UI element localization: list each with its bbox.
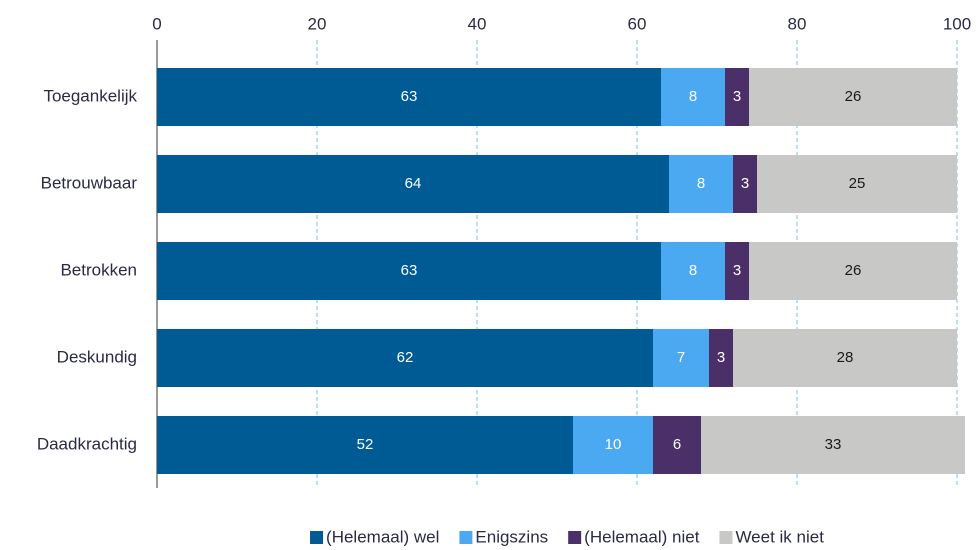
data-label: 8 [697, 175, 705, 192]
bar-segment [661, 68, 725, 126]
y-tick-label: Deskundig [57, 347, 137, 366]
data-label: 8 [689, 262, 697, 279]
bar-segment [725, 242, 749, 300]
data-label: 28 [837, 349, 854, 366]
y-tick-label: Betrouwbaar [41, 173, 138, 192]
bar-segment [733, 329, 957, 387]
data-label: 3 [733, 262, 741, 279]
data-label: 3 [717, 349, 725, 366]
legend-swatch [719, 531, 733, 544]
bar-segment [157, 329, 653, 387]
x-tick-label: 80 [788, 14, 807, 33]
bar-segment [749, 242, 957, 300]
legend-label: (Helemaal) niet [584, 527, 700, 546]
data-label: 3 [741, 175, 749, 192]
bar-segment [157, 68, 661, 126]
bar-segment [749, 68, 957, 126]
data-label: 63 [401, 262, 418, 279]
bar-segment [653, 329, 709, 387]
bar-segment [157, 155, 669, 213]
bar-segment [725, 68, 749, 126]
legend-label: (Helemaal) wel [326, 527, 439, 546]
x-tick-label: 100 [943, 14, 971, 33]
bar-segment [653, 416, 701, 474]
legend-swatch [568, 531, 582, 544]
bar-segment [157, 416, 573, 474]
bar-segment [669, 155, 733, 213]
bar-segment [701, 416, 965, 474]
data-label: 25 [849, 175, 866, 192]
y-tick-label: Toegankelijk [43, 86, 137, 105]
data-label: 10 [605, 436, 622, 453]
data-label: 52 [357, 436, 374, 453]
y-tick-label: Betrokken [60, 260, 137, 279]
bar-segment [709, 329, 733, 387]
bar-segment [157, 242, 661, 300]
legend-swatch [459, 531, 473, 544]
data-label: 6 [673, 436, 681, 453]
data-label: 62 [397, 349, 414, 366]
data-label: 3 [733, 88, 741, 105]
data-label: 63 [401, 88, 418, 105]
x-tick-label: 20 [308, 14, 327, 33]
bar-segment [757, 155, 957, 213]
data-label: 7 [677, 349, 685, 366]
legend-label: Enigszins [475, 527, 548, 546]
x-tick-label: 0 [152, 14, 161, 33]
y-tick-label: Daadkrachtig [37, 434, 137, 453]
legend-swatch [310, 531, 324, 544]
bar-segment [733, 155, 757, 213]
data-label: 64 [405, 175, 422, 192]
x-tick-label: 60 [628, 14, 647, 33]
data-label: 8 [689, 88, 697, 105]
bar-segment [661, 242, 725, 300]
x-tick-label: 40 [468, 14, 487, 33]
bar-segment [573, 416, 653, 474]
data-label: 26 [845, 262, 862, 279]
data-label: 26 [845, 88, 862, 105]
data-label: 33 [825, 436, 842, 453]
legend-label: Weet ik niet [735, 527, 824, 546]
